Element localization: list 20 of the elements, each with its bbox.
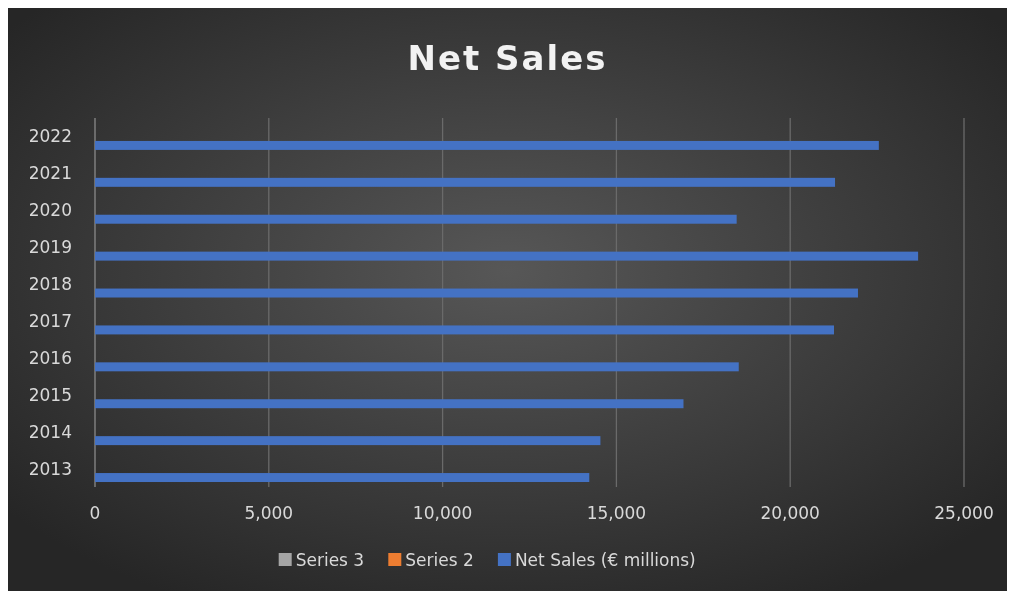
chart-title: Net Sales: [407, 38, 608, 78]
x-tick-label: 15,000: [586, 503, 647, 523]
y-tick-label: 2020: [28, 200, 72, 221]
x-tick-label: 20,000: [760, 503, 820, 523]
y-tick-label: 2016: [28, 347, 72, 368]
y-tick-label: 2014: [28, 421, 72, 442]
y-tick-label: 2018: [28, 274, 72, 295]
y-tick-label: 2019: [28, 237, 72, 258]
y-tick-label: 2013: [28, 458, 72, 479]
legend-label: Series 3: [295, 550, 365, 570]
x-tick-label: 0: [89, 503, 101, 523]
y-tick-label: 2021: [28, 163, 72, 184]
y-tick-label: 2015: [28, 384, 72, 405]
x-tick-label: 10,000: [412, 503, 473, 523]
y-tick-label: 2022: [28, 126, 72, 147]
legend-label: Series 2: [405, 550, 474, 570]
y-tick-label: 2017: [28, 310, 72, 331]
x-tick-label: 25,000: [934, 503, 994, 523]
legend-label: Net Sales (€ millions): [514, 550, 696, 570]
x-tick-label: 5,000: [244, 503, 294, 523]
